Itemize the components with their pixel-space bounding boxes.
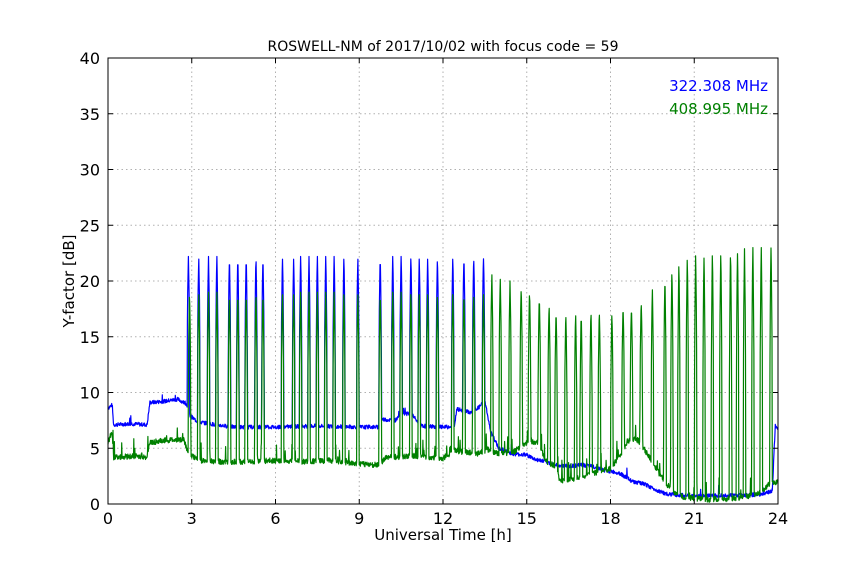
x-axis-label: Universal Time [h]: [374, 526, 512, 544]
series-layer: [107, 247, 779, 503]
y-tick-label: 40: [80, 49, 100, 68]
y-tick-label: 0: [90, 495, 100, 514]
y-tick-label: 30: [80, 161, 100, 180]
x-tick-label: 15: [517, 509, 537, 528]
y-tick-label: 25: [80, 216, 100, 235]
x-tick-label: 12: [433, 509, 453, 528]
chart-title: ROSWELL-NM of 2017/10/02 with focus code…: [268, 39, 619, 55]
x-tick-label: 3: [187, 509, 197, 528]
y-tick-label: 15: [80, 328, 100, 347]
y-tick-label: 10: [80, 384, 100, 403]
x-tick-label: 0: [103, 509, 113, 528]
x-tick-label: 21: [684, 509, 704, 528]
x-tick-label: 18: [600, 509, 620, 528]
y-tick-label: 20: [80, 272, 100, 291]
x-tick-label: 24: [768, 509, 788, 528]
y-tick-label: 5: [90, 439, 100, 458]
legend-entry-322mhz: 322.308 MHz: [669, 77, 768, 95]
series-322mhz-line: [107, 255, 779, 499]
y-axis-label: Y-factor [dB]: [60, 234, 78, 328]
y-tick-label: 35: [80, 105, 100, 124]
series-409mhz-line: [107, 247, 779, 503]
legend-entry-409mhz: 408.995 MHz: [669, 100, 768, 118]
x-tick-label: 6: [270, 509, 280, 528]
ticks: 0 3 6 9 12 15 18 21 24 0 5 10 15 20 25 30 35 40: [80, 49, 789, 528]
x-tick-label: 9: [354, 509, 364, 528]
